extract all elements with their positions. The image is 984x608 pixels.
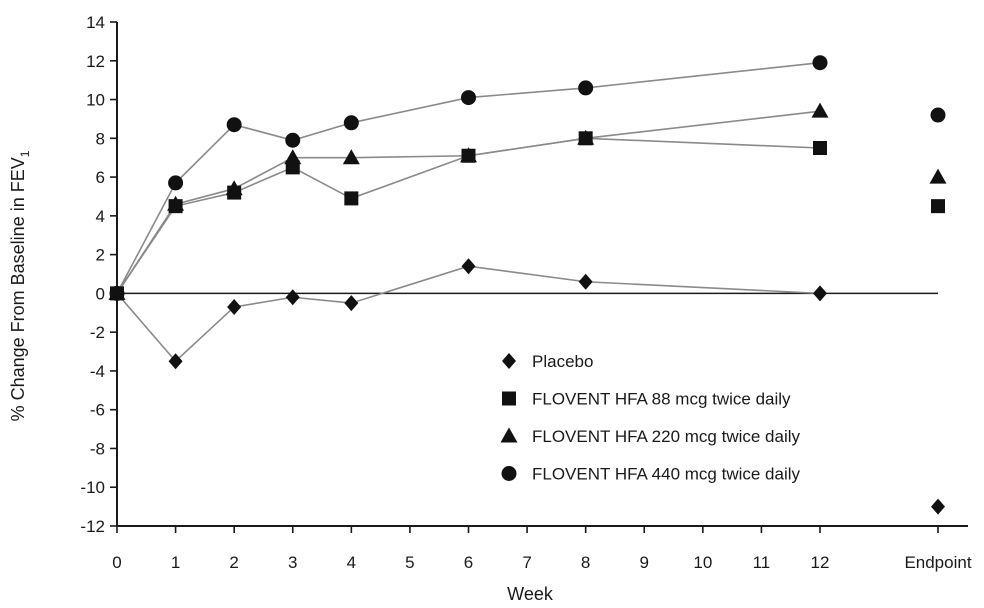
y-tick-label: -12 [80,517,105,536]
y-tick-label: 12 [86,52,105,71]
x-tick-label: 12 [811,553,830,572]
data-point-triangle [811,102,829,118]
data-point-diamond [578,273,593,290]
data-point-triangle [225,180,243,196]
svg-text:% Change From Baseline in FEV1: % Change From Baseline in FEV1 [8,150,32,421]
data-point-diamond [344,295,359,312]
series-line-circle [116,61,821,294]
endpoint-point-circle [930,107,946,123]
x-tick-label: 5 [405,553,414,572]
data-point-circle [343,115,359,131]
y-tick-label: -4 [90,362,105,381]
x-axis-title: Week [507,584,554,604]
y-tick-label: -8 [90,439,105,458]
series-line-diamond [116,265,821,363]
legend-item: FLOVENT HFA 88 mcg twice daily [502,390,791,409]
y-axis-title-main: % Change From Baseline in FEV [8,157,28,421]
legend-item: FLOVENT HFA 440 mcg twice daily [501,465,801,484]
legend-label: FLOVENT HFA 88 mcg twice daily [532,390,791,409]
series-layer [108,55,947,515]
y-tick-label: -2 [90,323,105,342]
y-tick-label: 4 [96,207,105,226]
data-point-circle [168,175,184,191]
data-point-triangle [342,149,360,165]
x-tick-label: 10 [693,553,712,572]
data-point-circle [285,132,301,148]
data-point-diamond [168,353,183,370]
data-point-triangle [460,147,477,163]
y-axis-ticks: -12 -10 -8 -6 -4 -2 0 2 4 6 8 10 12 14 [80,13,117,536]
legend-item: Placebo [502,352,593,371]
y-tick-label: 2 [96,246,105,265]
data-point-diamond [110,285,124,302]
y-tick-label: -6 [90,401,105,420]
data-point-diamond [461,258,476,275]
legend-item: FLOVENT HFA 220 mcg twice daily [500,427,801,446]
x-tick-label: 3 [288,553,297,572]
x-tick-label-endpoint: Endpoint [904,553,971,572]
x-tick-label: 1 [171,553,180,572]
legend-marker-diamond [502,353,516,369]
data-point-diamond [813,285,827,302]
x-tick-label: 9 [640,553,649,572]
x-tick-label: 6 [464,553,473,572]
series-points-diamond [110,258,945,515]
data-point-diamond [227,298,242,315]
legend-label: FLOVENT HFA 440 mcg twice daily [532,465,801,484]
data-point-circle [812,55,828,71]
y-tick-label: 8 [96,129,105,148]
y-tick-label: 0 [96,284,105,303]
data-point-triangle [577,129,595,145]
series-triangle [116,110,821,294]
data-point-square [813,141,827,155]
y-axis-title: % Change From Baseline in FEV1 [8,150,32,421]
legend-marker-square [502,391,516,406]
y-tick-label: 6 [96,168,105,187]
y-tick-label: 14 [86,13,105,32]
series-diamond [116,265,821,363]
data-point-circle [578,80,594,96]
x-tick-label: 8 [581,553,590,572]
series-circle [116,61,821,294]
series-points-triangle [108,102,947,300]
legend: Placebo FLOVENT HFA 88 mcg twice daily FLO… [500,352,801,484]
legend-marker-circle [501,466,517,481]
x-tick-label: 4 [347,553,356,572]
series-points-square [110,131,945,301]
x-tick-label: 2 [229,553,238,572]
data-point-circle [461,90,476,106]
data-point-square [344,191,359,206]
data-point-circle [226,117,242,133]
x-axis-ticks: 0 1 2 3 4 5 6 7 8 9 10 11 12 [112,526,939,572]
endpoint-point-triangle [929,168,947,184]
y-axis-title-subscript: 1 [18,150,32,157]
legend-marker-triangle [500,427,518,443]
legend-label: FLOVENT HFA 220 mcg twice daily [532,427,801,446]
data-point-diamond [285,289,300,306]
data-point-triangle [167,195,185,211]
series-points-circle [109,55,946,301]
data-point-triangle [284,149,302,165]
legend-label: Placebo [532,352,593,371]
endpoint-point-square [931,199,945,214]
x-tick-label: 7 [522,553,531,572]
series-line-triangle [116,110,821,294]
y-tick-label: 10 [86,91,105,110]
x-tick-label: 11 [753,553,771,572]
endpoint-point-diamond [931,498,945,515]
y-tick-label: -10 [80,478,105,497]
x-tick-label: 0 [112,553,121,572]
